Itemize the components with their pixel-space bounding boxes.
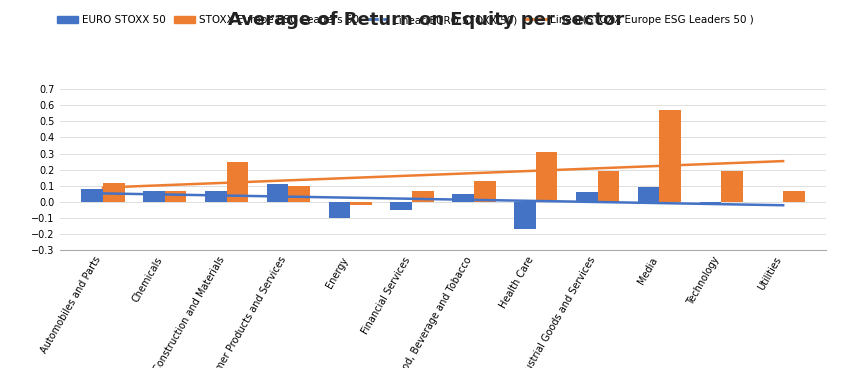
- Bar: [474, 181, 496, 202]
- Bar: [143, 191, 164, 202]
- Bar: [350, 202, 372, 205]
- Bar: [783, 191, 805, 202]
- Bar: [164, 191, 187, 202]
- Bar: [289, 186, 310, 202]
- Bar: [638, 187, 659, 202]
- Bar: [329, 202, 350, 218]
- Bar: [452, 194, 474, 202]
- Bar: [722, 171, 743, 202]
- Bar: [103, 183, 124, 202]
- Legend: EURO STOXX 50, STOXX Europe ESG Leaders 50, Linear(EURO STOXX 50), Linear(STOXX : EURO STOXX 50, STOXX Europe ESG Leaders …: [57, 15, 754, 25]
- Bar: [576, 192, 597, 202]
- Bar: [514, 202, 536, 229]
- Bar: [205, 191, 227, 202]
- Bar: [699, 202, 722, 205]
- Bar: [267, 184, 289, 202]
- Bar: [227, 162, 248, 202]
- Bar: [81, 189, 103, 202]
- Text: Average of Return on Equity per sector: Average of Return on Equity per sector: [227, 11, 625, 29]
- Bar: [390, 202, 412, 210]
- Bar: [597, 171, 619, 202]
- Bar: [412, 191, 434, 202]
- Bar: [536, 152, 557, 202]
- Bar: [659, 110, 681, 202]
